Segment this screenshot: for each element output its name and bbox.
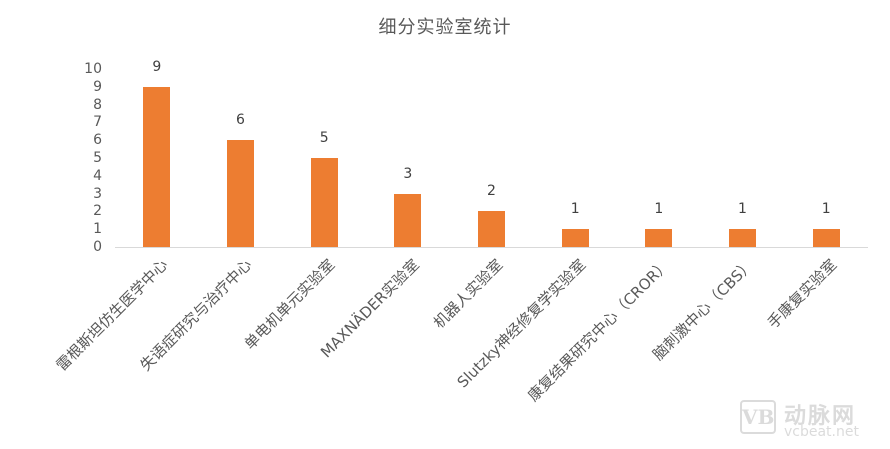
y-tick-label: 3 <box>93 185 102 202</box>
data-label: 2 <box>487 183 496 200</box>
y-tick-label: 10 <box>84 61 102 77</box>
bar <box>729 229 756 247</box>
bar <box>310 158 338 247</box>
watermark: VB 动脉网 vcbeat.net <box>740 398 885 442</box>
data-label: 6 <box>236 112 245 129</box>
vb-logo-icon: VB <box>740 400 776 434</box>
y-tick-label: 9 <box>93 78 102 95</box>
chart-title: 细分实验室统计 <box>378 17 512 38</box>
x-axis-line <box>115 247 868 248</box>
watermark-name: 动脉网 <box>784 404 857 429</box>
data-label: 3 <box>403 165 413 182</box>
bar <box>478 211 505 247</box>
data-label: 9 <box>152 58 162 75</box>
bar <box>227 140 254 247</box>
x-category-label: 康复结果研究中心（CROR） <box>524 255 674 405</box>
y-tick-label: 2 <box>93 203 102 220</box>
bar <box>143 86 171 247</box>
x-category-label: 手康复实验室 <box>764 255 841 333</box>
bar <box>645 229 673 247</box>
bar <box>561 229 589 247</box>
y-tick-label: 5 <box>93 150 102 166</box>
bar <box>812 229 840 247</box>
watermark-site: vcbeat.net <box>784 424 859 440</box>
data-label: 1 <box>738 201 747 218</box>
y-tick-label: 6 <box>93 132 102 149</box>
data-label: 1 <box>570 201 580 218</box>
data-label: 5 <box>319 130 329 146</box>
data-label: 1 <box>821 201 831 218</box>
x-category-label: 机器人实验室 <box>429 255 506 333</box>
data-label: 1 <box>654 201 664 218</box>
y-tick-label: 0 <box>93 239 102 255</box>
y-tick-label: 4 <box>93 167 102 184</box>
y-tick-label: 7 <box>93 114 102 131</box>
bar <box>394 193 422 247</box>
y-tick-label: 8 <box>93 96 102 113</box>
x-category-label: 单电机单元实验室 <box>240 255 339 354</box>
y-tick-label: 1 <box>93 221 102 238</box>
